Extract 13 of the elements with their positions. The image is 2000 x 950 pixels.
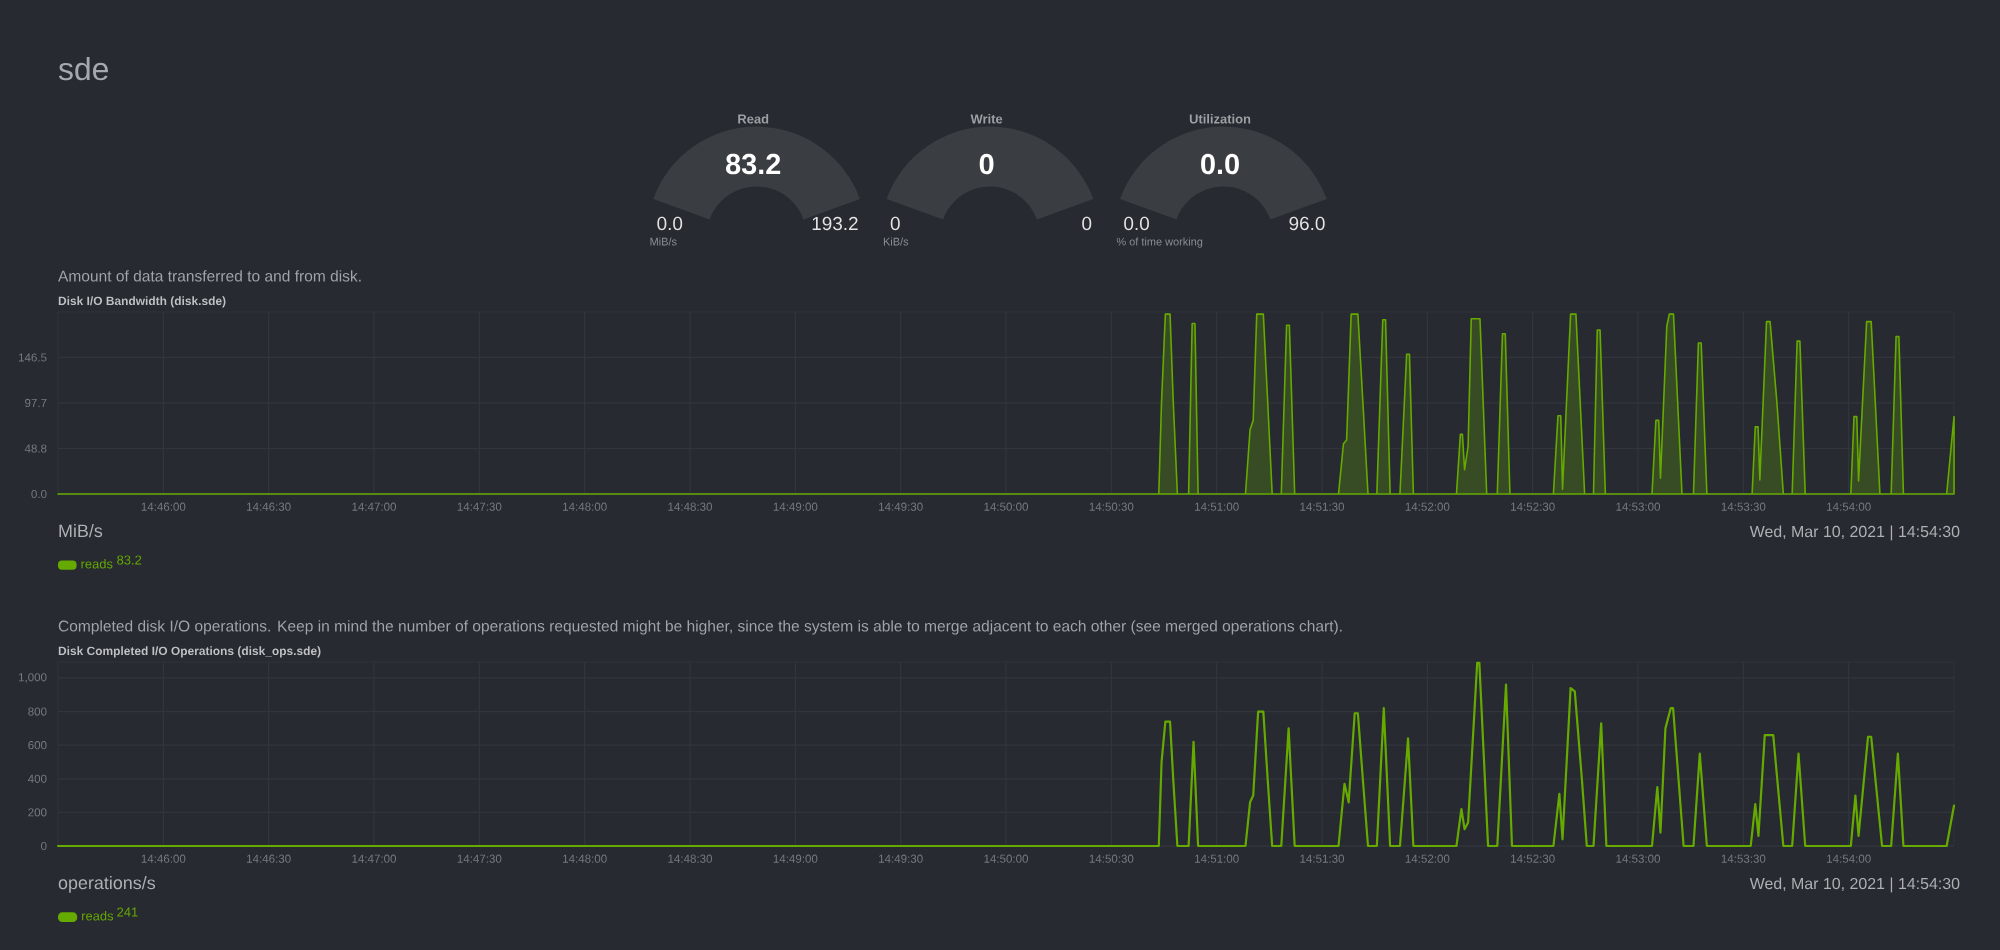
text: sde <box>58 56 108 81</box>
text: 96.0 <box>1289 216 1325 231</box>
text: 83.2 <box>726 153 781 175</box>
text: 0 <box>979 153 994 175</box>
line-series <box>56 661 1956 848</box>
text: 193.2 <box>812 216 858 231</box>
text: 0 <box>1082 216 1092 231</box>
text: operations/s <box>58 876 156 893</box>
text: 0.0 <box>657 216 683 231</box>
text: 0.0 <box>1201 153 1239 175</box>
text: MiB/s <box>59 523 103 538</box>
text: 0.0 <box>1124 216 1149 231</box>
text: 0 <box>890 216 900 231</box>
